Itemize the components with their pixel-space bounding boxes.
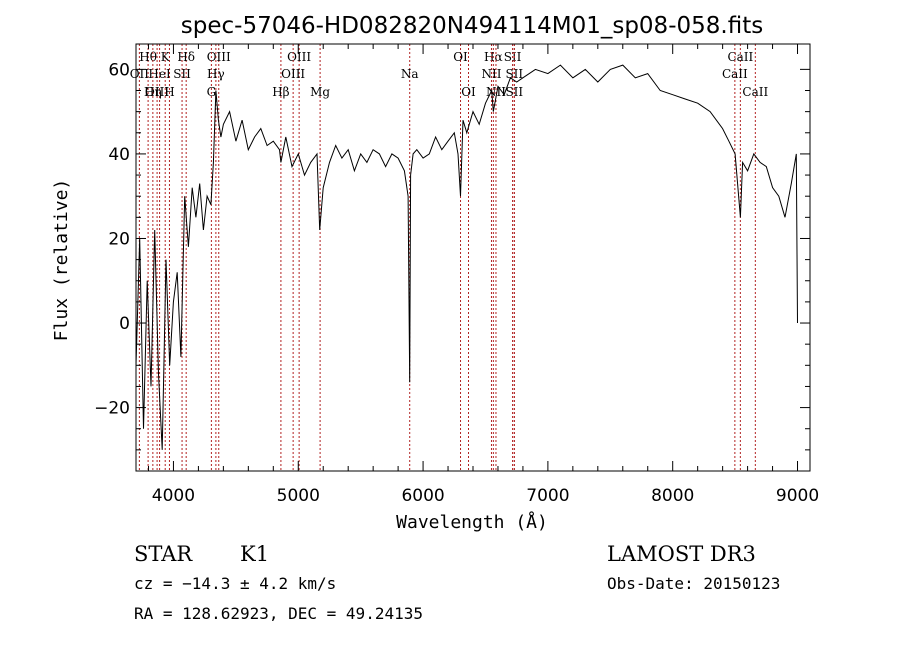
- spectral-line-label: H: [164, 85, 174, 99]
- spectral-line-label: Hδ: [177, 50, 195, 64]
- spectral-line-label: Hα: [484, 50, 503, 64]
- y-tick-label: 20: [108, 229, 130, 249]
- y-axis-ticks: −20 0 20 40 60: [94, 60, 810, 451]
- spectral-line-label: SII: [504, 50, 522, 64]
- x-tick-label: 8000: [651, 486, 694, 506]
- spectral-line-label: OIII: [287, 50, 311, 64]
- x-tick-label: 6000: [401, 486, 444, 506]
- x-tick-label: 4000: [152, 486, 195, 506]
- spectral-line-label: Hθ: [139, 50, 157, 64]
- spectral-line-label: OII: [130, 67, 150, 81]
- spectral-line-label: OI: [461, 85, 476, 99]
- x-tick-label: 9000: [776, 486, 819, 506]
- spectrum-line: [135, 64, 798, 450]
- x-axis-label: Wavelength (Å): [396, 511, 548, 533]
- spectral-line-label: NII: [481, 67, 501, 81]
- spectral-line-label: NII: [486, 85, 506, 99]
- object-class: STAR: [134, 542, 193, 566]
- spectral-line-markers: Hθ OII OIII K HeI Hη H SII Hδ OIII Hγ G Hβ OIII OIII Mg…: [130, 44, 768, 471]
- spectral-line-label: Mg: [310, 85, 330, 99]
- spectral-line-label: HeI: [148, 67, 171, 81]
- spectral-line-label: CaII: [722, 67, 748, 81]
- spectral-line-label: CaII: [727, 50, 753, 64]
- y-tick-label: 0: [119, 314, 130, 334]
- chart-title: spec-57046-HD082820N494114M01_sp08-058.f…: [181, 13, 763, 39]
- coordinates-text: RA = 128.62923, DEC = 49.24135: [134, 604, 423, 623]
- object-subclass: K1: [240, 542, 269, 566]
- spectral-line-label: SII: [505, 85, 523, 99]
- survey-name: LAMOST DR3: [607, 542, 756, 566]
- spectral-line-label: OIII: [145, 85, 169, 99]
- y-axis-label: Flux (relative): [51, 179, 72, 342]
- plot-frame: [135, 43, 811, 472]
- redshift-text: cz = −14.3 ± 4.2 km/s: [134, 574, 336, 593]
- x-axis-ticks: 4000 5000 6000 7000 8000 9000: [147, 44, 819, 506]
- spectral-line-label: SII: [173, 67, 191, 81]
- spectral-line-label: OI: [453, 50, 468, 64]
- spectral-line-label: OIII: [281, 67, 305, 81]
- x-tick-label: 7000: [526, 486, 569, 506]
- spectral-line-label: K: [161, 50, 171, 64]
- x-tick-label: 5000: [277, 486, 320, 506]
- spectral-line-label: Hη: [144, 85, 162, 99]
- y-tick-label: −20: [94, 399, 130, 419]
- obs-date-text: Obs-Date: 20150123: [607, 574, 780, 593]
- spectral-line-label: Na: [401, 67, 419, 81]
- y-tick-label: 60: [108, 60, 130, 80]
- spectral-line-label: G: [207, 85, 217, 99]
- y-tick-label: 40: [108, 145, 130, 165]
- spectral-line-label: Hγ: [207, 67, 225, 81]
- spectral-line-label: Hβ: [272, 85, 289, 99]
- spectral-line-label: CaII: [742, 85, 768, 99]
- spectral-line-label: OIII: [207, 50, 231, 64]
